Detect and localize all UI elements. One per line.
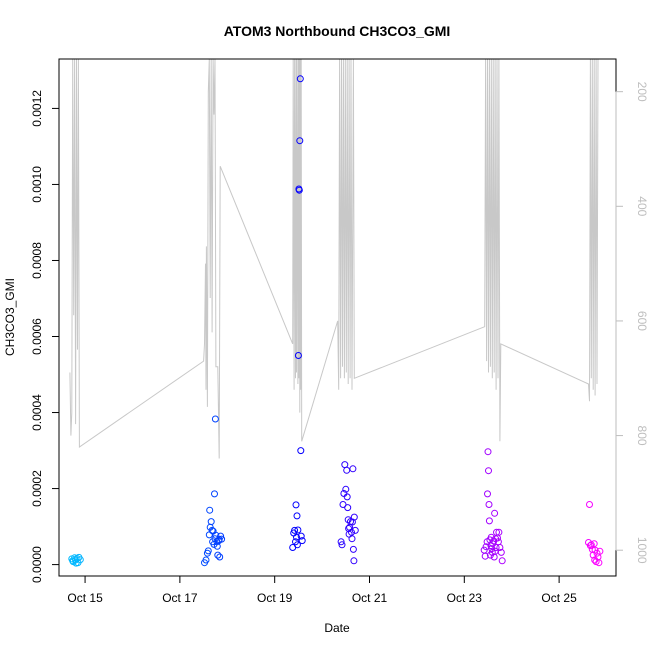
data-point: [294, 352, 302, 359]
data-point: [497, 548, 505, 556]
data-point: [214, 551, 222, 559]
plot-frame: [58, 58, 617, 577]
data-point: [211, 490, 218, 498]
data-point: [76, 556, 84, 564]
data-point: [202, 556, 210, 564]
chart-title: ATOM3 Northbound CH3CO3_GMI: [224, 23, 451, 39]
data-point: [211, 415, 219, 423]
y2-tick-label: 200: [635, 82, 649, 102]
data-point: [206, 506, 214, 514]
data-point: [349, 545, 357, 553]
pressure-line-layer: [69, 59, 599, 459]
data-point: [204, 547, 212, 555]
data-point: [349, 465, 357, 473]
y-axis-left: 0.0000 0.0002 0.0004 0.0006 0.0008 0.0010 0.00…: [30, 90, 60, 583]
data-point: [298, 537, 306, 545]
data-point: [485, 501, 493, 508]
y-tick-label: 0.0002: [30, 470, 44, 507]
data-point: [291, 526, 299, 534]
data-point: [595, 559, 603, 567]
points-layer: [68, 75, 604, 567]
data-point: [343, 493, 351, 501]
x-tick-label: Oct 19: [257, 591, 293, 605]
data-point: [496, 544, 504, 551]
data-point: [586, 542, 594, 550]
y-axis-label: CH3CO3_GMI: [3, 278, 17, 356]
y2-tick-label: 600: [635, 311, 649, 331]
data-point: [350, 513, 358, 521]
y-tick-label: 0.0000: [30, 546, 44, 583]
data-point: [590, 540, 598, 548]
y-axis-right: 200 400 600 800 1000: [615, 82, 649, 564]
x-tick-label: Oct 17: [162, 591, 198, 605]
data-point: [344, 516, 352, 524]
data-point: [217, 532, 225, 540]
data-point: [596, 547, 604, 555]
y-tick-label: 0.0008: [30, 242, 44, 279]
y-tick-label: 0.0004: [30, 394, 44, 431]
data-point: [348, 535, 356, 543]
data-point: [484, 448, 492, 456]
y2-tick-label: 1000: [635, 537, 649, 564]
data-point: [342, 485, 350, 493]
data-point: [485, 467, 492, 475]
data-point: [498, 557, 506, 565]
data-point: [338, 541, 346, 549]
data-point: [484, 490, 491, 498]
data-point: [351, 526, 359, 534]
data-point: [491, 509, 499, 517]
data-point: [293, 533, 300, 541]
y2-tick-label: 400: [635, 196, 649, 216]
data-point: [207, 518, 215, 526]
data-point: [215, 536, 223, 543]
y-tick-label: 0.0012: [30, 90, 44, 127]
x-tick-label: Oct 23: [447, 591, 483, 605]
data-point: [72, 559, 80, 567]
data-point: [492, 544, 500, 551]
data-point: [293, 541, 301, 549]
data-point: [292, 501, 300, 509]
data-point: [294, 526, 302, 534]
data-point: [297, 447, 305, 455]
x-axis: Oct 15 Oct 17 Oct 19 Oct 21 Oct 23 Oct 25: [67, 575, 577, 605]
pressure-line: [69, 59, 599, 459]
y-tick-label: 0.0006: [30, 318, 44, 355]
data-point: [216, 553, 224, 561]
data-point: [495, 528, 503, 536]
x-tick-label: Oct 21: [352, 591, 388, 605]
data-point: [339, 501, 347, 508]
data-point: [218, 535, 226, 543]
data-point: [341, 461, 349, 469]
data-point: [295, 186, 303, 194]
data-point: [337, 538, 345, 546]
data-point: [212, 531, 220, 539]
data-point: [350, 557, 358, 565]
data-point: [481, 552, 489, 560]
data-point: [485, 517, 493, 525]
data-point: [586, 501, 593, 508]
data-point: [343, 466, 351, 474]
data-point: [296, 137, 304, 145]
y2-tick-label: 800: [635, 426, 649, 446]
data-point: [208, 526, 216, 534]
x-tick-label: Oct 15: [67, 591, 103, 605]
x-tick-label: Oct 25: [541, 591, 577, 605]
x-axis-label: Date: [324, 621, 350, 635]
y-tick-label: 0.0010: [30, 166, 44, 203]
data-point: [296, 75, 304, 83]
data-point: [297, 532, 305, 540]
data-point: [293, 512, 301, 520]
data-point: [344, 504, 352, 512]
